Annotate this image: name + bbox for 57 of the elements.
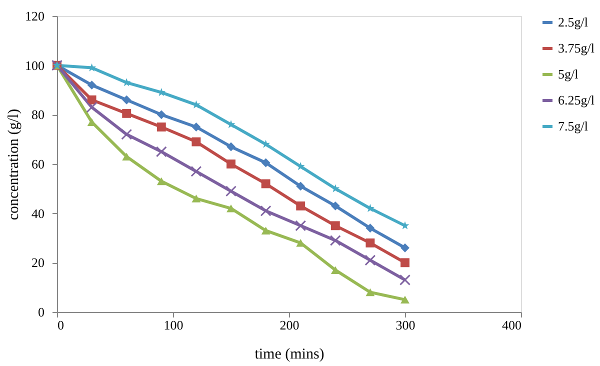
point bbox=[192, 137, 201, 146]
point bbox=[400, 274, 410, 286]
point bbox=[156, 110, 166, 120]
point bbox=[330, 221, 340, 230]
point bbox=[87, 80, 96, 90]
x-axis-title: time (mins) bbox=[254, 346, 324, 362]
point bbox=[261, 226, 270, 234]
point bbox=[86, 102, 98, 113]
point bbox=[190, 166, 202, 177]
point bbox=[192, 194, 201, 202]
x-tick-label: 100 bbox=[164, 318, 184, 332]
legend-label: 5g/l bbox=[558, 66, 579, 82]
point bbox=[330, 266, 340, 274]
y-tick-label: 80 bbox=[32, 107, 44, 122]
x-tick-label: 200 bbox=[280, 318, 300, 332]
point bbox=[330, 201, 340, 210]
point bbox=[296, 182, 306, 191]
point bbox=[331, 184, 340, 192]
point bbox=[366, 288, 375, 296]
point bbox=[400, 296, 410, 304]
y-tick-label: 120 bbox=[25, 8, 44, 24]
y-tick-label: 0 bbox=[38, 304, 44, 320]
legend-label: 3.75g/l bbox=[558, 40, 595, 56]
point bbox=[261, 179, 270, 188]
legend-label: 2.5g/l bbox=[558, 14, 588, 30]
y-tick-label: 40 bbox=[32, 206, 44, 221]
point bbox=[226, 142, 236, 152]
point bbox=[226, 204, 236, 212]
point bbox=[400, 258, 410, 268]
point bbox=[400, 243, 410, 252]
point bbox=[192, 122, 201, 132]
point bbox=[366, 238, 375, 248]
y-tick-label: 60 bbox=[32, 156, 44, 172]
legend-label: 6.25g/l bbox=[558, 92, 595, 108]
point bbox=[122, 108, 132, 118]
point bbox=[121, 128, 132, 140]
point bbox=[261, 158, 270, 168]
point bbox=[260, 205, 272, 216]
point bbox=[226, 186, 236, 197]
point bbox=[122, 95, 132, 104]
legend-label: 7.5g/l bbox=[558, 118, 588, 134]
point bbox=[156, 122, 166, 132]
point bbox=[87, 95, 96, 104]
x-tick-label: 300 bbox=[396, 318, 416, 332]
point bbox=[226, 160, 236, 168]
point bbox=[330, 234, 341, 246]
x-tick-label: 0 bbox=[58, 318, 64, 332]
point bbox=[295, 220, 306, 232]
y-tick-label: 100 bbox=[25, 58, 44, 73]
point bbox=[156, 146, 167, 158]
y-axis-title: concentration (g/l) bbox=[6, 108, 22, 220]
point bbox=[364, 254, 376, 266]
x-tick-label: 400 bbox=[502, 318, 522, 332]
point bbox=[156, 177, 166, 186]
point bbox=[296, 201, 306, 210]
y-tick-label: 20 bbox=[32, 255, 44, 270]
point bbox=[366, 224, 375, 233]
